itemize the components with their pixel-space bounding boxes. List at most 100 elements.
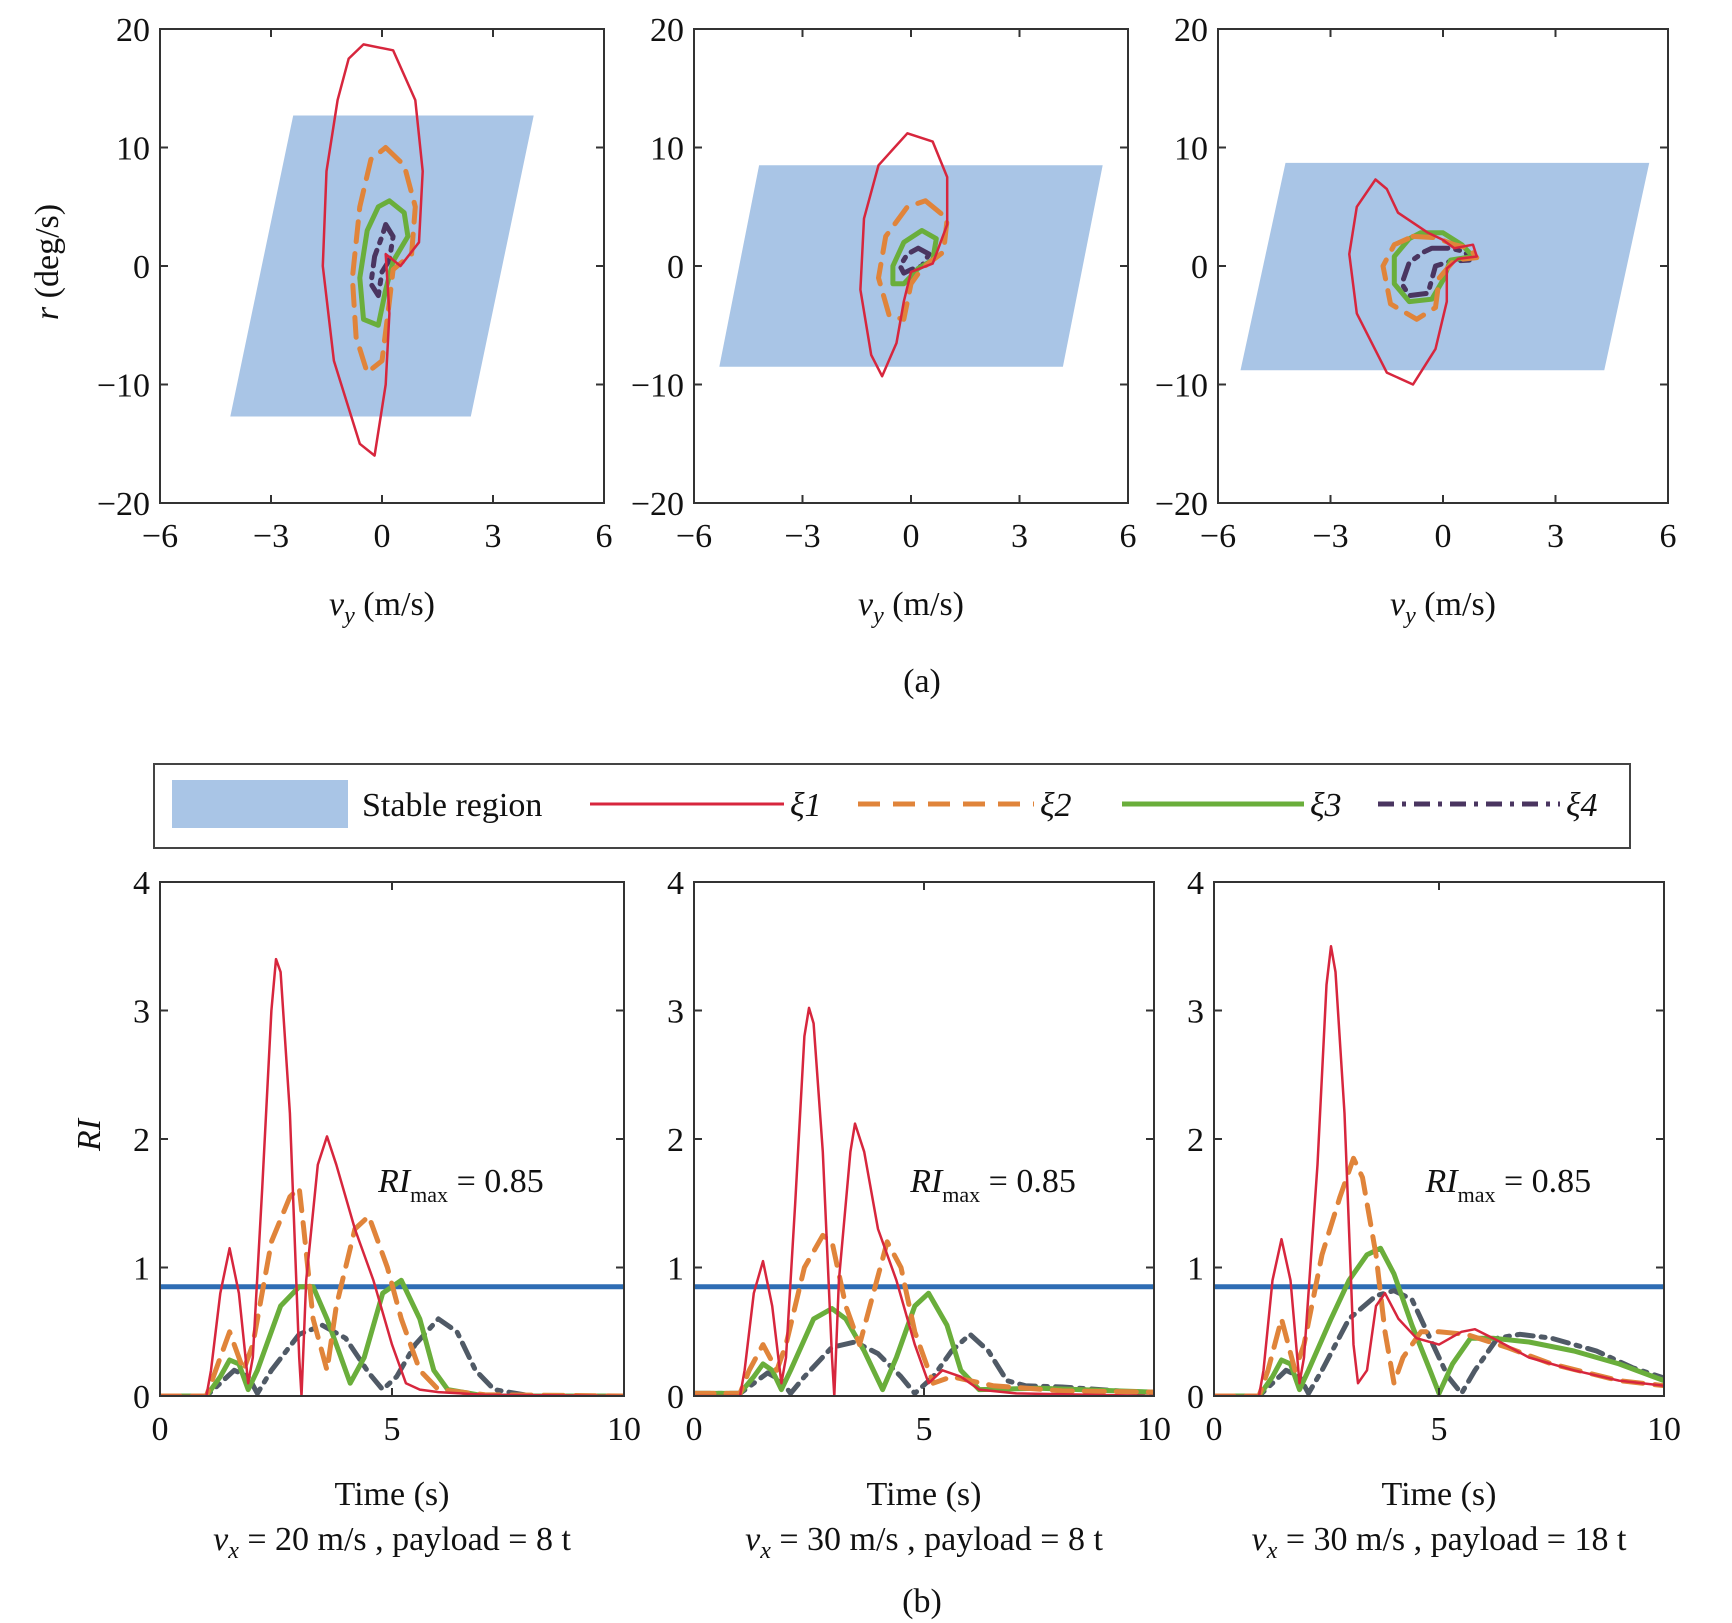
series-xi1-line [859, 132, 949, 378]
x-tick-label: 10 [607, 1411, 641, 1448]
ri-xlabel: Time (s) [867, 1476, 982, 1513]
series-xi1-line [160, 957, 624, 1396]
y-tick-label: 2 [667, 1122, 684, 1159]
x-tick-label: 0 [903, 518, 920, 555]
phase-panel-3: −6 −3 0 3 6 20 10 0 −10 −20 vy (m/s) [1155, 12, 1677, 629]
y-tick-label: 2 [133, 1122, 150, 1159]
series-xi1-line [1348, 178, 1479, 386]
x-tick-label: −3 [784, 518, 820, 555]
legend-xi4-label: ξ4 [1566, 787, 1598, 824]
y-tick-label: 10 [1174, 131, 1208, 168]
y-tick-label: 0 [133, 1379, 150, 1416]
phase-xlabel: vy (m/s) [329, 586, 435, 629]
series-xi2-line [1380, 233, 1480, 322]
x-tick-label: 10 [1647, 1411, 1681, 1448]
series-xi2-line [349, 145, 418, 376]
plot-area [694, 1006, 1154, 1396]
phase-xlabel: vy (m/s) [1390, 586, 1496, 629]
phase-xlabel: vy (m/s) [858, 586, 964, 629]
phase-panel-1: −6 −3 0 3 6 20 10 0 −10 −20 vy (m/s) [97, 12, 613, 629]
series-xi4-line [897, 245, 932, 276]
legend-xi1-label: ξ1 [790, 787, 822, 824]
y-tick-label: 10 [650, 131, 684, 168]
condition-label: vx = 30 m/s , payload = 18 t [1252, 1521, 1627, 1564]
y-tick-label: 1 [133, 1251, 150, 1288]
legend: Stable region ξ1 ξ2 ξ3 ξ4 [153, 763, 1631, 849]
y-tick-label: 1 [667, 1251, 684, 1288]
legend-stable-label: Stable region [362, 787, 542, 824]
x-tick-label: 6 [1660, 518, 1677, 555]
ri-max-annotation: RImax = 0.85 [1425, 1163, 1592, 1207]
stable-region [719, 165, 1103, 367]
series-xi4-line [368, 222, 396, 299]
series-xi3-line [890, 228, 939, 287]
y-tick-label: 0 [667, 1379, 684, 1416]
plot-area [230, 43, 534, 457]
x-tick-label: 0 [1435, 518, 1452, 555]
y-tick-label: 0 [1187, 1379, 1204, 1416]
x-tick-label: 3 [1011, 518, 1028, 555]
y-tick-label: 20 [650, 12, 684, 49]
ri-max-annotation: RImax = 0.85 [377, 1163, 544, 1207]
legend-xi3-label: ξ3 [1310, 787, 1342, 824]
caption-a: (a) [903, 663, 941, 700]
plot-background [160, 882, 624, 1396]
y-tick-label: 10 [116, 131, 150, 168]
y-tick-label: 1 [1187, 1251, 1204, 1288]
x-tick-label: 5 [916, 1411, 933, 1448]
series-xi3-line [357, 198, 411, 328]
stable-region [230, 115, 534, 417]
y-tick-label: −10 [1155, 368, 1208, 405]
plot-area [1214, 945, 1664, 1396]
x-tick-label: 6 [596, 518, 613, 555]
y-tick-label: 2 [1187, 1122, 1204, 1159]
plot-area [719, 132, 1103, 378]
x-tick-label: 5 [384, 1411, 401, 1448]
ri-xlabel: Time (s) [1382, 1476, 1497, 1513]
legend-box [153, 763, 1631, 849]
x-tick-label: 5 [1431, 1411, 1448, 1448]
x-tick-label: 10 [1137, 1411, 1171, 1448]
series-xi3-line [694, 1290, 1154, 1396]
plot-background [1214, 882, 1664, 1396]
y-tick-label: 0 [667, 249, 684, 286]
y-tick-label: 20 [116, 12, 150, 49]
phase-plane-panels: −6 −3 0 3 6 20 10 0 −10 −20 vy (m/s) −6 −3 0 3 6 20 10 0 −1… [97, 12, 1677, 629]
series-xi2-line [694, 1232, 1154, 1396]
series-xi1-line [694, 1006, 1154, 1396]
y-tick-label: 3 [667, 994, 684, 1031]
plot-background [694, 882, 1154, 1396]
series-xi1-line [1214, 945, 1664, 1396]
series-xi2-line [876, 198, 950, 322]
series-xi4-line [1214, 1288, 1664, 1396]
ri-ylabel: RI [71, 1117, 108, 1152]
ri-max-annotation: RImax = 0.85 [909, 1163, 1076, 1207]
y-tick-label: 3 [1187, 994, 1204, 1031]
plot-area [160, 957, 624, 1396]
series-xi3-line [160, 1277, 624, 1396]
x-tick-label: 0 [374, 518, 391, 555]
phase-panel-2: −6 −3 0 3 6 20 10 0 −10 −20 vy (m/s) [631, 12, 1137, 629]
x-tick-label: −6 [1200, 518, 1236, 555]
series-xi3-line [1214, 1245, 1664, 1396]
ri-xlabel: Time (s) [335, 1476, 450, 1513]
y-tick-label: −20 [1155, 486, 1208, 523]
plot-area [1240, 162, 1650, 386]
legend-xi2-label: ξ2 [1040, 787, 1072, 824]
series-xi2-line [1214, 1155, 1664, 1396]
x-tick-label: 0 [686, 1411, 703, 1448]
series-xi4-line [694, 1331, 1154, 1396]
x-tick-label: 0 [152, 1411, 169, 1448]
series-xi2-line [160, 1185, 624, 1396]
y-tick-label: 4 [1187, 865, 1204, 902]
y-tick-label: 4 [133, 865, 150, 902]
y-tick-label: 0 [133, 249, 150, 286]
caption-b: (b) [902, 1583, 942, 1620]
x-tick-label: −6 [676, 518, 712, 555]
x-tick-label: 3 [1547, 518, 1564, 555]
condition-label: vx = 30 m/s , payload = 8 t [745, 1521, 1103, 1564]
